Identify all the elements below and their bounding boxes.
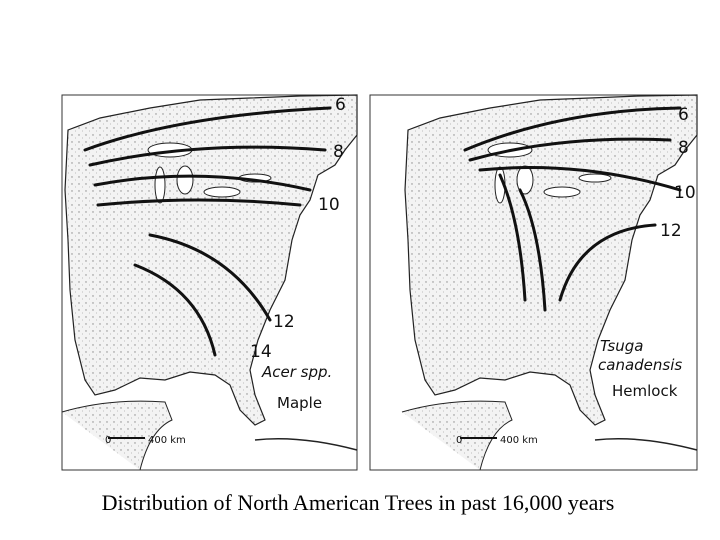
species-name: canadensis [598, 356, 682, 374]
isochrone-label: 14 [250, 342, 272, 362]
species-name: Acer spp. [261, 363, 332, 381]
isochrone-label: 10 [318, 195, 340, 215]
scale-start: 0 [456, 435, 462, 446]
isochrone-label: 6 [678, 105, 689, 125]
scale-label: 400 km [148, 435, 186, 446]
isochrones [463, 106, 682, 312]
isochrone-label: 8 [333, 142, 344, 162]
common-name: Hemlock [612, 382, 678, 400]
scale-label: 400 km [500, 435, 538, 446]
isochrones [83, 106, 332, 357]
isochrone-label: 6 [335, 95, 346, 115]
scale-start: 0 [105, 435, 111, 446]
species-name: Tsuga [600, 337, 643, 355]
isochrone-label: 12 [273, 312, 295, 332]
isochrone-label: 8 [678, 138, 689, 158]
isochrone-label: 10 [674, 183, 696, 203]
isochrone-label: 12 [660, 221, 682, 241]
common-name: Maple [277, 394, 322, 412]
caption: Distribution of North American Trees in … [102, 490, 615, 515]
